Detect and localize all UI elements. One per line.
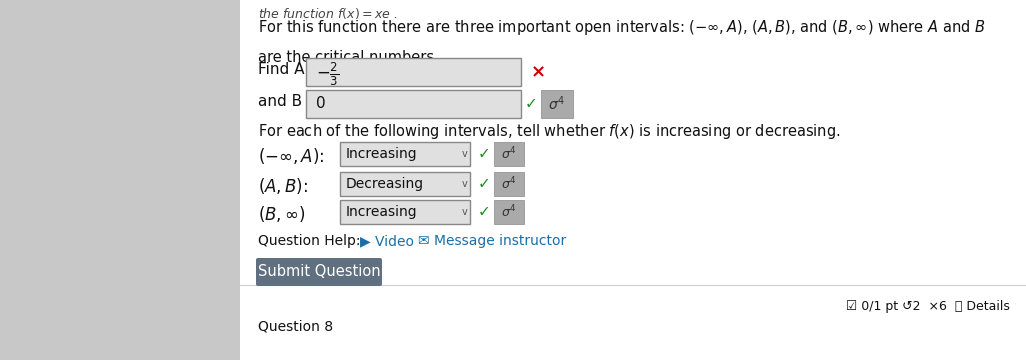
Text: Decreasing: Decreasing	[346, 177, 424, 191]
Text: $(-\infty, A)$:: $(-\infty, A)$:	[258, 146, 324, 166]
Text: v: v	[462, 179, 468, 189]
Bar	[340, 142, 470, 166]
Text: ☑ 0/1 pt ↺2  ×6  ⓘ Details: ☑ 0/1 pt ↺2 ×6 ⓘ Details	[846, 300, 1010, 313]
Text: ✓: ✓	[478, 176, 490, 192]
Text: $\sigma^4$: $\sigma^4$	[549, 95, 565, 113]
Text: ▶ Video: ▶ Video	[360, 234, 415, 248]
Text: $\sigma^4$: $\sigma^4$	[502, 146, 517, 162]
Bar	[340, 200, 470, 224]
Text: v: v	[462, 149, 468, 159]
Bar	[306, 90, 521, 118]
Text: ✓: ✓	[478, 204, 490, 220]
Bar	[494, 172, 524, 196]
Bar	[494, 142, 524, 166]
Bar	[541, 90, 573, 118]
Text: Increasing: Increasing	[346, 205, 418, 219]
Text: $(B, \infty)$: $(B, \infty)$	[258, 204, 306, 224]
Text: Increasing: Increasing	[346, 147, 418, 161]
Bar	[494, 200, 524, 224]
FancyBboxPatch shape	[256, 258, 382, 286]
Text: Question Help:: Question Help:	[258, 234, 360, 248]
Text: the function $f(x) = xe$ .: the function $f(x) = xe$ .	[258, 6, 398, 21]
Bar	[0, 0, 240, 360]
Text: ×: ×	[531, 63, 546, 81]
Text: $\sigma^4$: $\sigma^4$	[502, 176, 517, 192]
Text: are the critical numbers.: are the critical numbers.	[258, 50, 439, 65]
Text: ✓: ✓	[478, 147, 490, 162]
Text: and B: and B	[258, 94, 302, 109]
Text: Question 8: Question 8	[258, 320, 333, 334]
Bar	[240, 0, 1026, 360]
Text: 0: 0	[316, 96, 325, 112]
Text: $\sigma^4$: $\sigma^4$	[502, 204, 517, 220]
Text: ✉ Message instructor: ✉ Message instructor	[418, 234, 566, 248]
Bar	[306, 58, 521, 86]
Text: v: v	[462, 207, 468, 217]
Text: Submit Question: Submit Question	[258, 265, 381, 279]
Text: ✓: ✓	[525, 96, 538, 112]
Text: $(A, B)$:: $(A, B)$:	[258, 176, 308, 196]
Text: For this function there are three important open intervals: $(-\infty, A)$, $(A,: For this function there are three import…	[258, 18, 985, 37]
Text: For each of the following intervals, tell whether $f(x)$ is increasing or decrea: For each of the following intervals, tel…	[258, 122, 840, 141]
Bar	[340, 172, 470, 196]
Text: $-\frac{2}{3}$: $-\frac{2}{3}$	[316, 61, 340, 89]
Text: Find A: Find A	[258, 62, 305, 77]
